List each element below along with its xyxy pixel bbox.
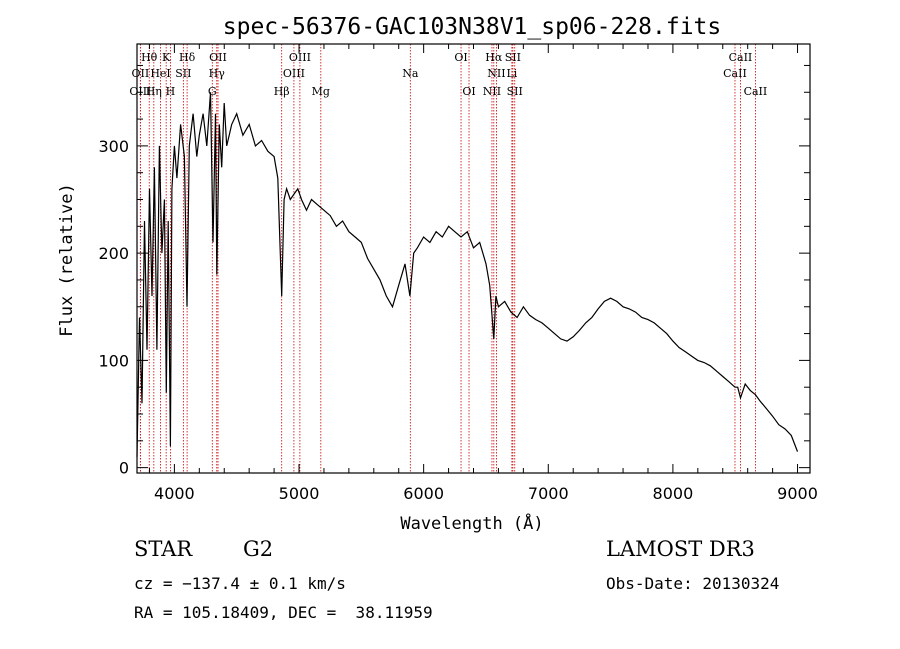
x-tick-label: 7000 <box>528 484 569 503</box>
spectrum-chart: spec-56376-GAC103N38V1_sp06-228.fits Hθ K… <box>57 14 818 534</box>
plot-frame <box>136 43 811 474</box>
y-axis-label: Flux (relative) <box>57 183 77 337</box>
spectral-line-label: Hθ <box>141 51 158 64</box>
spectral-line-label: Hβ <box>274 85 290 98</box>
spectral-line-label: OII <box>209 51 227 64</box>
redshift-value: cz = −137.4 ± 0.1 km/s <box>134 574 346 593</box>
y-tick-label: 100 <box>98 351 129 370</box>
spectral-line-label: SII <box>175 67 191 80</box>
spectral-line-label: OIII <box>289 51 311 64</box>
x-tick-label: 4000 <box>154 484 195 503</box>
spectral-line-label: NII <box>483 85 501 98</box>
spectral-line-label: Mg <box>312 85 330 98</box>
x-tick-label: 5000 <box>279 484 320 503</box>
spectral-line-label: Hδ <box>179 51 196 64</box>
spectral-line-label: Na <box>402 67 419 80</box>
object-class: STAR <box>134 537 193 561</box>
y-axis-ticks: 0 100 200 300 <box>98 64 810 478</box>
y-tick-label: 200 <box>98 244 129 263</box>
spectral-line-label: Hγ <box>209 67 226 80</box>
x-axis-ticks: 4000 5000 6000 7000 8000 9000 <box>148 44 818 503</box>
spectral-line-label: K <box>162 51 171 64</box>
spectrum-line <box>136 92 799 457</box>
observation-date: Obs-Date: 20130324 <box>606 574 780 593</box>
coordinates: RA = 105.18409, DEC = 38.11959 <box>134 603 433 622</box>
spectral-line-label: OI <box>454 51 467 64</box>
x-tick-label: 9000 <box>777 484 818 503</box>
x-tick-label: 8000 <box>653 484 694 503</box>
spectral-line-label: OII <box>132 67 150 80</box>
spectral-line-label: OIII <box>129 85 151 98</box>
spectral-line-label: OIII <box>283 67 305 80</box>
spectral-line-label: Hα <box>485 51 503 64</box>
spectral-line-label: G <box>208 85 217 98</box>
chart-title: spec-56376-GAC103N38V1_sp06-228.fits <box>223 14 722 40</box>
spectral-line-label: SII <box>505 51 521 64</box>
spectral-line-label: Li <box>506 67 517 80</box>
x-tick-label: 6000 <box>403 484 444 503</box>
y-tick-label: 0 <box>119 459 129 478</box>
spectral-line-label: Hη <box>146 85 162 98</box>
spectral-line-label: HeI <box>150 67 170 80</box>
y-tick-label: 300 <box>98 137 129 156</box>
spectral-line-label: CaII <box>744 85 768 98</box>
spectral-line-label: OI <box>462 85 475 98</box>
spectral-line-label: CaII <box>723 67 747 80</box>
spectral-line-label: H <box>166 85 176 98</box>
spectral-subclass: G2 <box>243 537 274 561</box>
survey-name: LAMOST DR3 <box>606 537 755 561</box>
spectral-line-label: SII <box>507 85 523 98</box>
spectral-line-markers <box>139 44 756 473</box>
spectral-line-label: NII <box>487 67 505 80</box>
x-axis-label: Wavelength (Å) <box>400 512 543 534</box>
spectral-line-label: CaII <box>729 51 753 64</box>
